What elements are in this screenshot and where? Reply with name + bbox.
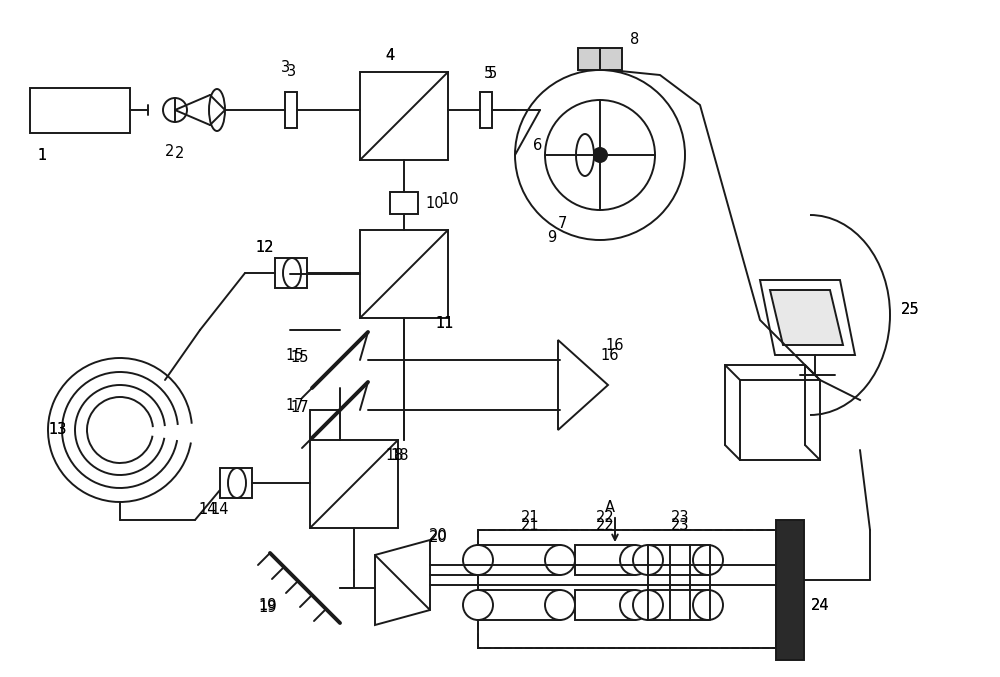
Polygon shape — [375, 540, 430, 625]
Bar — [275, 258, 307, 288]
Text: 10: 10 — [426, 196, 444, 211]
Bar — [740, 380, 820, 460]
Text: 3: 3 — [287, 64, 297, 79]
Text: 2: 2 — [175, 146, 185, 160]
Text: 7: 7 — [557, 215, 567, 230]
Text: 22: 22 — [596, 510, 614, 525]
Text: 14: 14 — [211, 502, 229, 517]
Text: 19: 19 — [259, 600, 277, 615]
Text: 1: 1 — [37, 148, 47, 162]
Bar — [776, 520, 804, 660]
Text: 5: 5 — [483, 66, 493, 81]
Circle shape — [515, 70, 685, 240]
Text: 11: 11 — [436, 317, 454, 332]
Text: 14: 14 — [199, 502, 217, 517]
Ellipse shape — [620, 545, 650, 575]
Bar — [285, 92, 297, 128]
Text: A: A — [605, 500, 615, 515]
Text: 3: 3 — [280, 60, 290, 76]
Text: 24: 24 — [811, 598, 829, 613]
Bar — [575, 545, 635, 575]
Text: 12: 12 — [256, 240, 274, 255]
Text: 5: 5 — [487, 66, 497, 81]
Ellipse shape — [633, 590, 663, 620]
Text: 21: 21 — [521, 517, 539, 533]
Text: 17: 17 — [286, 397, 304, 412]
Bar — [360, 72, 448, 160]
Text: 22: 22 — [596, 517, 614, 533]
Bar — [478, 590, 560, 620]
Ellipse shape — [545, 545, 575, 575]
Text: 17: 17 — [291, 401, 309, 416]
Ellipse shape — [620, 590, 650, 620]
Text: 2: 2 — [165, 144, 175, 160]
Text: 20: 20 — [429, 531, 447, 546]
Bar — [310, 440, 398, 528]
Text: 16: 16 — [606, 338, 624, 353]
Text: 24: 24 — [811, 598, 829, 613]
Text: 13: 13 — [49, 422, 67, 437]
Text: 19: 19 — [259, 598, 277, 613]
Bar — [30, 88, 130, 133]
Polygon shape — [770, 290, 843, 345]
Text: 20: 20 — [429, 527, 447, 542]
Ellipse shape — [463, 590, 493, 620]
Ellipse shape — [228, 468, 246, 498]
Ellipse shape — [693, 545, 723, 575]
Bar — [478, 545, 560, 575]
Text: 13: 13 — [49, 422, 67, 437]
Ellipse shape — [545, 590, 575, 620]
Text: 12: 12 — [256, 240, 274, 255]
Ellipse shape — [283, 258, 301, 288]
Text: 6: 6 — [533, 137, 543, 152]
Text: 4: 4 — [385, 47, 395, 62]
Bar — [648, 545, 708, 575]
Ellipse shape — [463, 545, 493, 575]
Bar — [648, 590, 708, 620]
Text: 10: 10 — [441, 192, 459, 207]
Bar — [575, 590, 635, 620]
Bar — [478, 530, 776, 648]
Bar — [390, 192, 418, 214]
Text: 23: 23 — [671, 517, 689, 533]
Text: 1: 1 — [37, 148, 47, 162]
Polygon shape — [760, 280, 855, 355]
Text: 15: 15 — [286, 347, 304, 362]
Ellipse shape — [633, 545, 663, 575]
Text: 23: 23 — [671, 510, 689, 525]
Bar — [480, 92, 492, 128]
Text: 16: 16 — [601, 347, 619, 362]
Text: 21: 21 — [521, 510, 539, 525]
Circle shape — [593, 148, 607, 162]
Text: 18: 18 — [391, 447, 409, 462]
Bar — [360, 230, 448, 318]
Bar — [578, 48, 622, 70]
Circle shape — [545, 100, 655, 210]
Text: 9: 9 — [547, 230, 557, 244]
Ellipse shape — [209, 89, 225, 131]
Text: 8: 8 — [630, 32, 640, 47]
Text: 25: 25 — [901, 303, 919, 318]
Text: 18: 18 — [386, 447, 404, 462]
Text: 25: 25 — [901, 303, 919, 318]
Polygon shape — [558, 340, 608, 430]
Circle shape — [163, 98, 187, 122]
Text: 4: 4 — [385, 47, 395, 62]
Ellipse shape — [576, 134, 594, 176]
Ellipse shape — [693, 590, 723, 620]
Bar — [220, 468, 252, 498]
Bar — [478, 530, 776, 648]
Text: 15: 15 — [291, 351, 309, 366]
Text: 11: 11 — [436, 317, 454, 332]
